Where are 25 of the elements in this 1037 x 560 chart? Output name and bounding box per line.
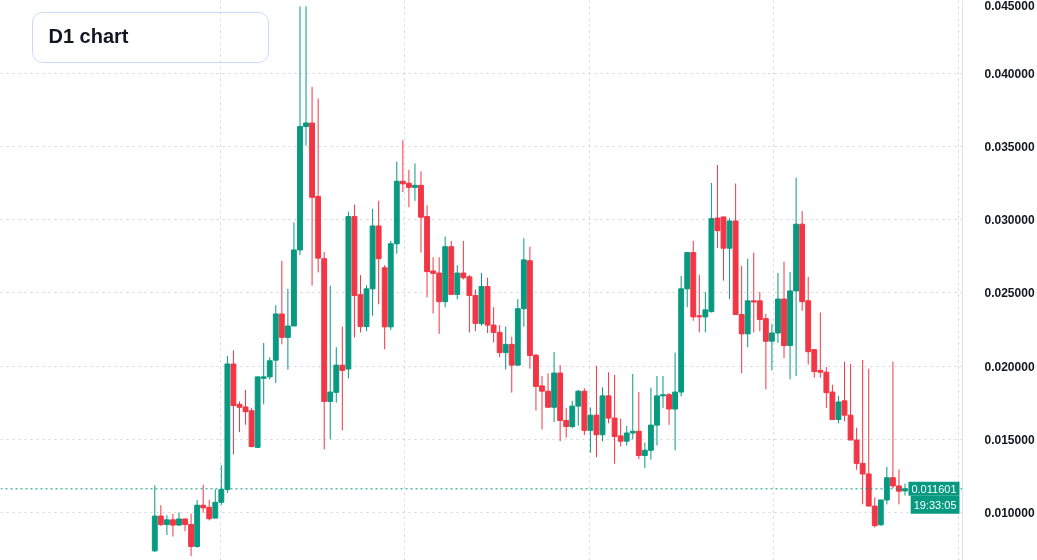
y-tick-label: 0.030000 [984, 213, 1035, 228]
candlestick [508, 336, 515, 394]
candlestick [339, 326, 346, 431]
candlestick [593, 365, 600, 458]
y-tick-label: 0.020000 [984, 359, 1035, 374]
candlestick [454, 264, 461, 300]
candlestick [666, 392, 672, 426]
y-tick-label: 0.045000 [984, 0, 1035, 13]
candlestick [587, 406, 594, 454]
text: D1 chart [48, 24, 129, 47]
candlestick [176, 511, 182, 527]
y-tick-label: 0.025000 [984, 286, 1035, 301]
candlestick [157, 504, 164, 527]
y-tick-label: 0.035000 [984, 140, 1035, 155]
candlestick [412, 162, 418, 202]
ref-line-label: 0.011601 [911, 482, 957, 495]
y-tick-label: 0.015000 [984, 432, 1035, 447]
candlestick [502, 326, 509, 371]
candlestick [278, 260, 285, 345]
annotation: 19:33:05 [913, 498, 957, 511]
y-tick-label: 0.040000 [984, 67, 1035, 82]
candlestick [170, 513, 176, 538]
candlestick [163, 514, 170, 536]
y-tick-label: 0.010000 [984, 505, 1035, 520]
candlestick [835, 395, 842, 424]
